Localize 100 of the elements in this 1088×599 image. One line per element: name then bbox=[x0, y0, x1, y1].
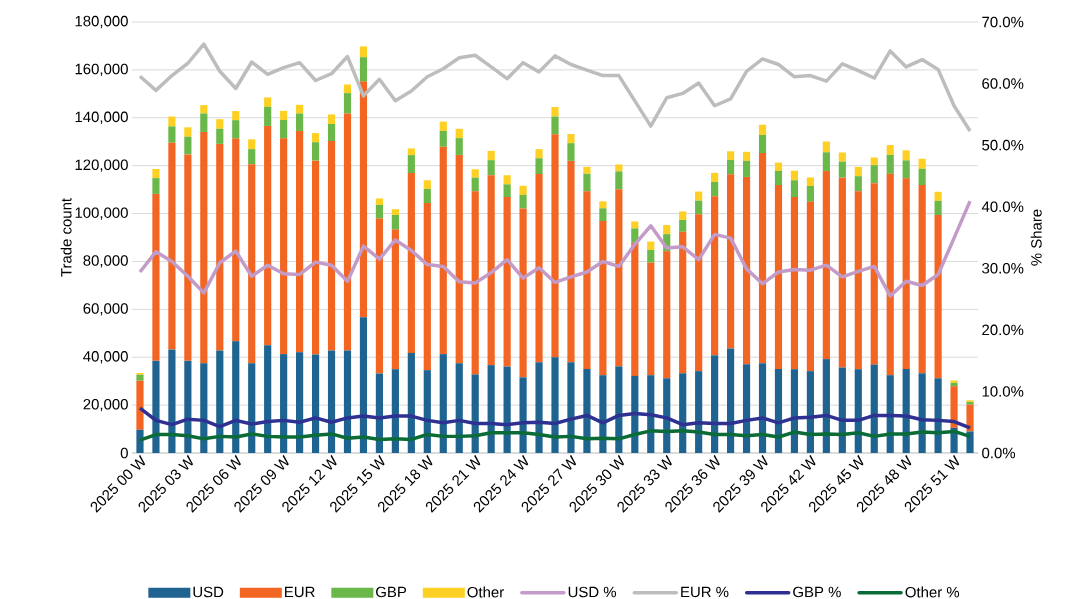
bar bbox=[296, 130, 304, 353]
y2-tick-label: 70.0% bbox=[982, 16, 1024, 28]
bar bbox=[535, 362, 543, 453]
bar bbox=[854, 191, 862, 370]
bar bbox=[679, 211, 687, 221]
bar bbox=[695, 191, 703, 201]
bar bbox=[519, 208, 527, 378]
legend-label: Other % bbox=[905, 586, 960, 598]
bar bbox=[966, 431, 974, 453]
bar bbox=[519, 194, 527, 209]
bar bbox=[758, 135, 767, 153]
bar bbox=[822, 359, 830, 453]
y-tick-label: 160,000 bbox=[75, 63, 128, 77]
bar bbox=[727, 348, 735, 453]
bar bbox=[343, 350, 352, 453]
y2-tick-label: 40.0% bbox=[981, 201, 1024, 212]
y2-tick-label: 10.0% bbox=[982, 386, 1024, 397]
bar bbox=[407, 148, 415, 156]
bar bbox=[758, 124, 767, 136]
bar bbox=[551, 357, 559, 453]
bar bbox=[806, 177, 814, 187]
bar bbox=[535, 174, 543, 363]
legend-label: USD % bbox=[568, 586, 617, 598]
bar bbox=[487, 365, 495, 453]
bar bbox=[854, 166, 862, 177]
bar bbox=[966, 404, 974, 432]
bar bbox=[679, 220, 687, 232]
bar bbox=[184, 360, 192, 453]
bar bbox=[280, 110, 288, 120]
bar bbox=[583, 191, 591, 369]
y-tick-label: 180,000 bbox=[75, 15, 128, 29]
bar bbox=[216, 128, 224, 144]
bar bbox=[599, 201, 607, 209]
bar bbox=[647, 241, 655, 250]
bar bbox=[934, 200, 942, 215]
bar bbox=[679, 231, 687, 374]
bar bbox=[375, 204, 384, 219]
bar bbox=[806, 371, 814, 453]
bar bbox=[918, 168, 926, 186]
bar bbox=[535, 158, 543, 175]
bar bbox=[343, 84, 352, 94]
bar bbox=[327, 114, 336, 124]
bar bbox=[551, 134, 559, 358]
bar bbox=[232, 120, 240, 139]
bar bbox=[311, 142, 320, 161]
bar bbox=[758, 363, 767, 453]
bar bbox=[774, 185, 783, 369]
bar bbox=[184, 154, 192, 361]
bar bbox=[359, 81, 368, 318]
bar bbox=[615, 171, 623, 190]
bar bbox=[296, 352, 304, 453]
bar bbox=[790, 197, 799, 370]
bar bbox=[280, 138, 288, 355]
bar bbox=[487, 150, 495, 161]
bar bbox=[822, 141, 830, 153]
y-tick-label: 20,000 bbox=[83, 398, 128, 412]
bar bbox=[184, 136, 192, 155]
bar bbox=[583, 173, 591, 192]
bar bbox=[248, 363, 256, 453]
bar bbox=[136, 374, 144, 381]
bar bbox=[375, 198, 384, 205]
bar bbox=[695, 200, 703, 215]
bar bbox=[136, 380, 144, 430]
bar bbox=[727, 159, 735, 175]
line-series bbox=[138, 406, 972, 430]
bar bbox=[838, 367, 846, 453]
bar bbox=[343, 113, 352, 351]
bar bbox=[455, 128, 463, 139]
bar bbox=[248, 164, 256, 364]
bar bbox=[806, 186, 814, 202]
bar bbox=[200, 363, 208, 453]
bar bbox=[742, 364, 751, 453]
y2-tick-label: 20.0% bbox=[982, 324, 1024, 336]
bar bbox=[200, 105, 208, 114]
bar bbox=[838, 177, 846, 368]
bar bbox=[551, 107, 559, 117]
bar bbox=[375, 218, 384, 374]
bar bbox=[934, 191, 942, 201]
bar bbox=[870, 183, 878, 365]
bar bbox=[711, 181, 719, 197]
bar bbox=[663, 251, 671, 379]
bar bbox=[870, 165, 878, 184]
bar bbox=[902, 178, 910, 369]
y-tick-label: 40,000 bbox=[83, 351, 128, 364]
legend-label: GBP bbox=[376, 586, 407, 598]
bar bbox=[232, 138, 240, 342]
bar bbox=[615, 366, 623, 453]
y2-tick-label: 30.0% bbox=[982, 262, 1024, 274]
legend-label: USD bbox=[193, 586, 224, 598]
bar bbox=[200, 131, 208, 364]
bar bbox=[280, 119, 288, 139]
legend-label: Other bbox=[467, 586, 504, 598]
bar bbox=[647, 262, 655, 376]
y-tick-label: 100,000 bbox=[75, 207, 128, 220]
bar bbox=[822, 152, 830, 171]
bar bbox=[822, 170, 830, 360]
bar bbox=[311, 133, 320, 143]
bar bbox=[583, 166, 591, 174]
bar bbox=[471, 169, 479, 178]
bar bbox=[327, 350, 336, 453]
